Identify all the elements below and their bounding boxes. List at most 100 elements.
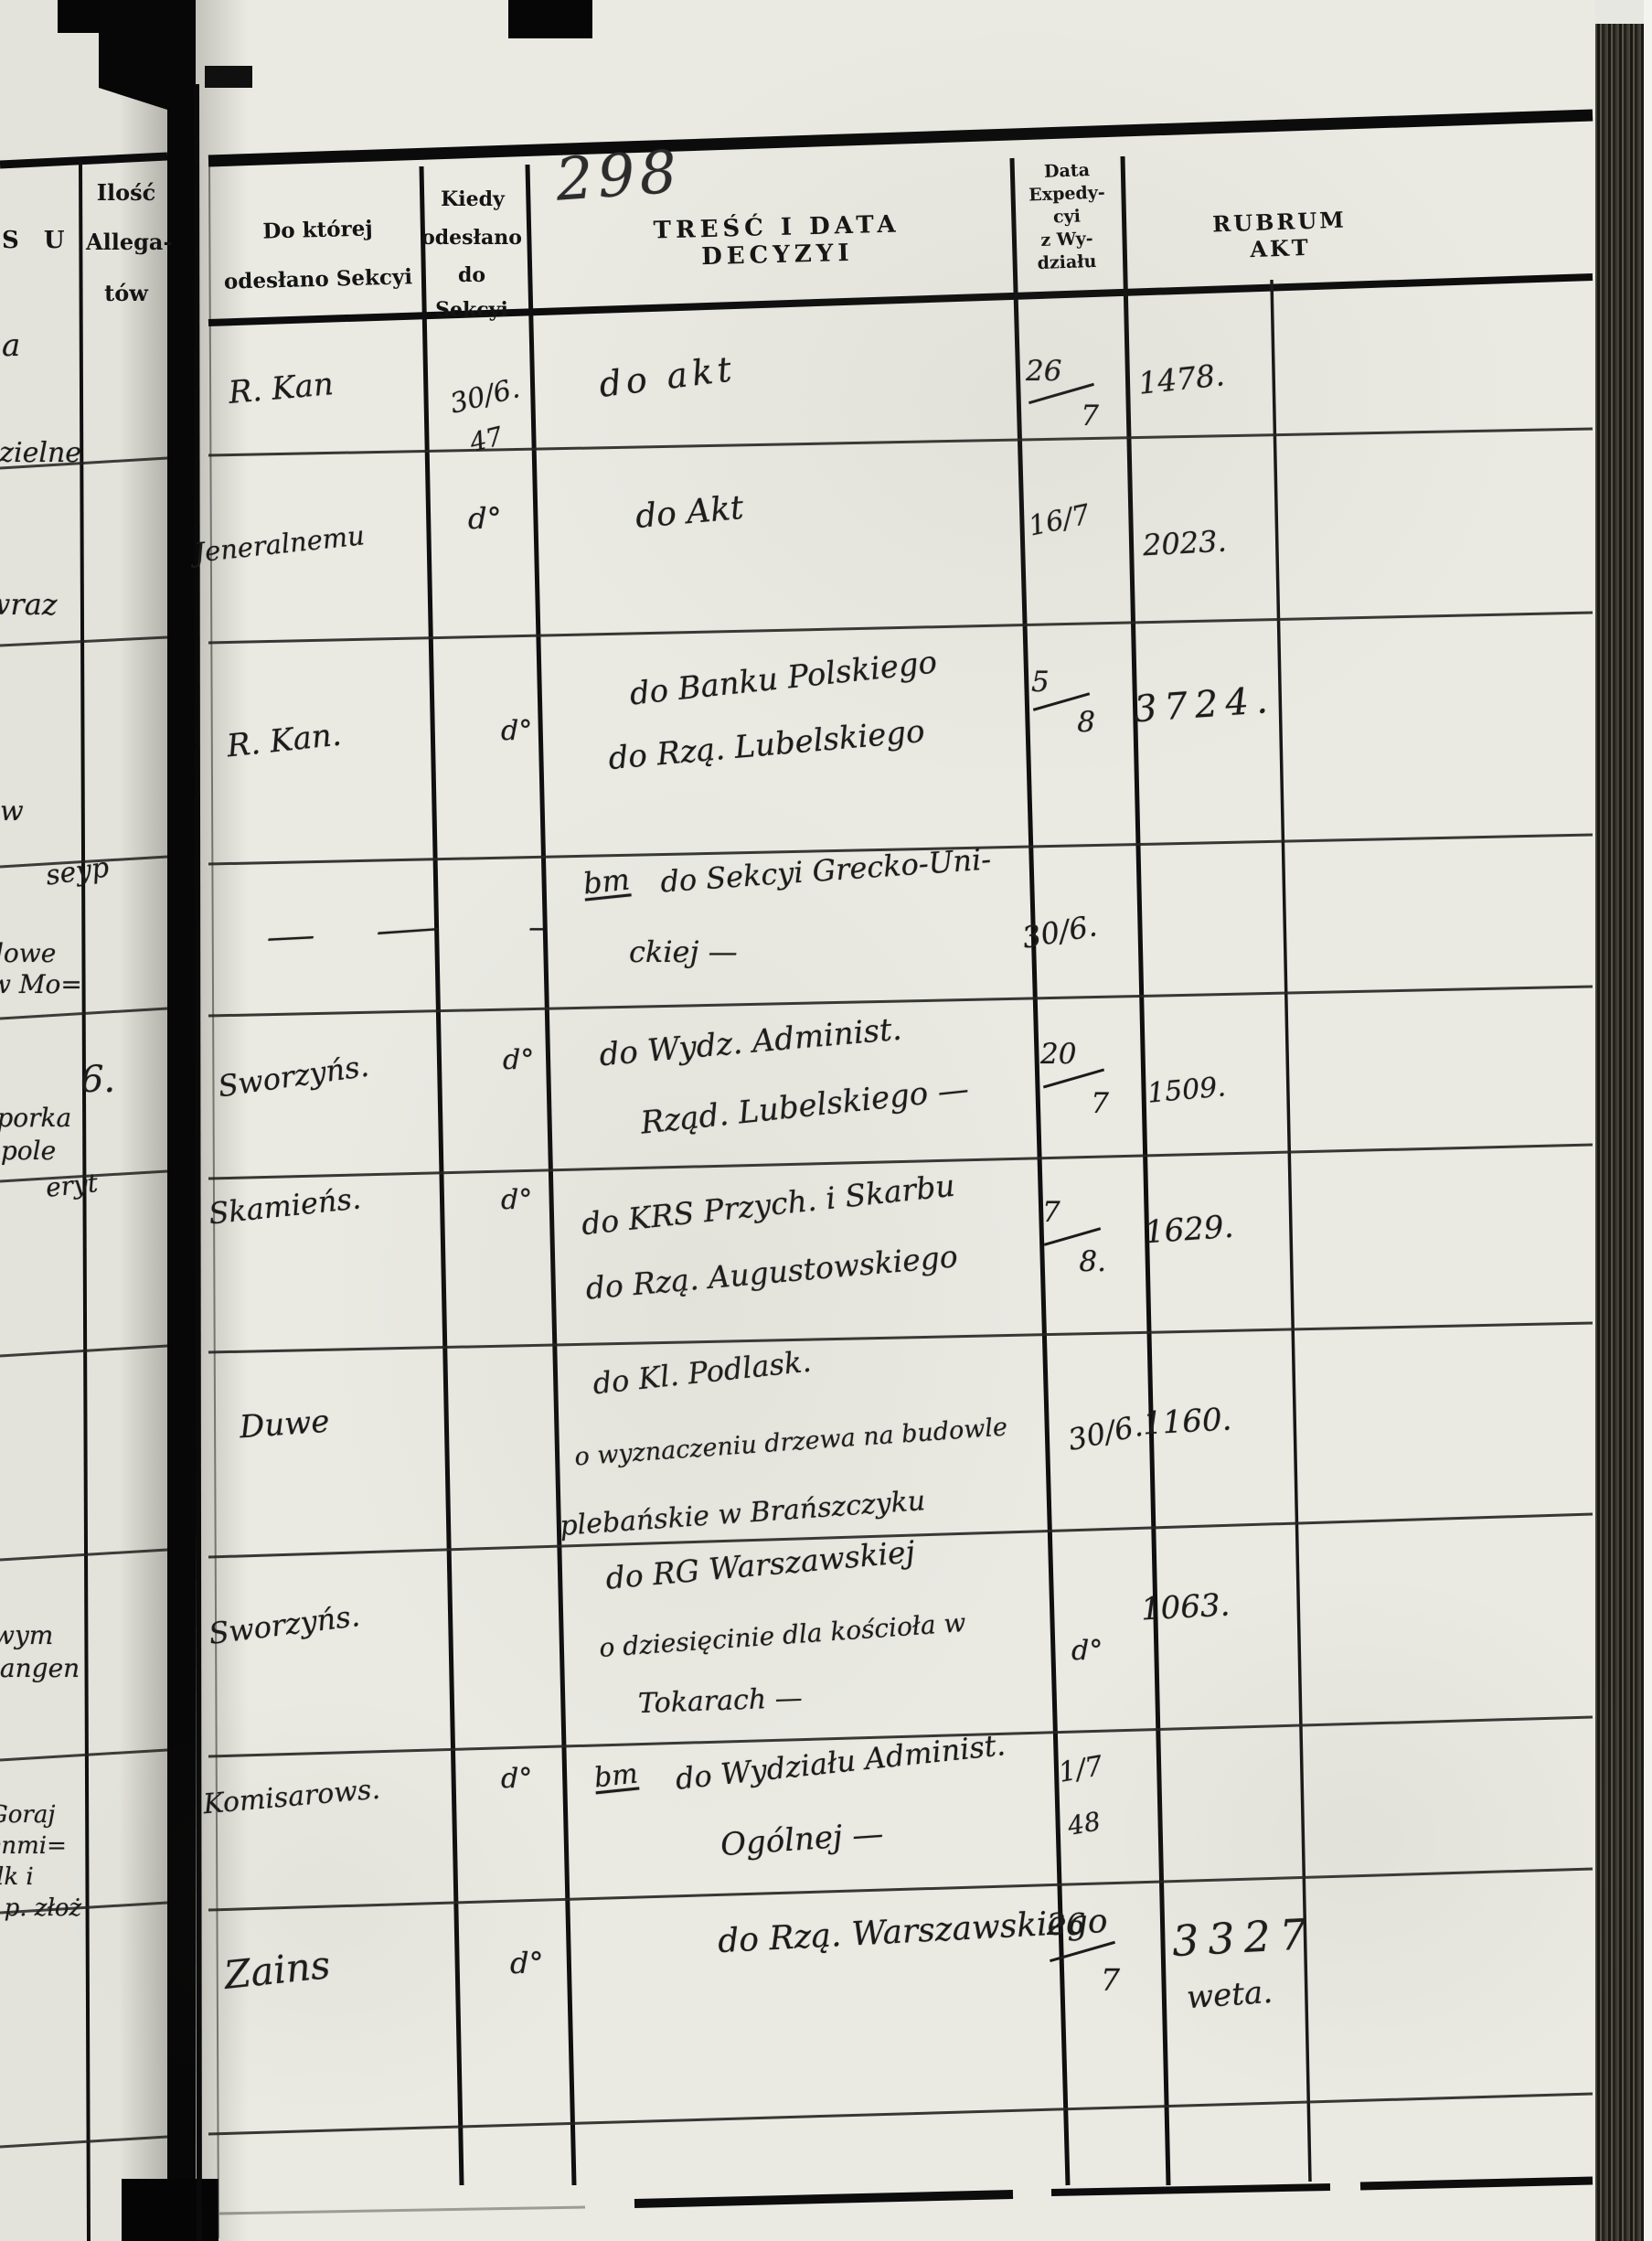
- row-4-sekcyi-dash: —: [264, 916, 317, 957]
- left-column-line: [79, 160, 91, 2241]
- row-10-rubrum-line-2: weta.: [1185, 1973, 1274, 2017]
- fraction-denominator: 7: [1091, 1087, 1109, 1120]
- left-margin-fragment: wraz: [0, 587, 58, 622]
- left-ilosc-header-line-2: Allega-: [86, 229, 173, 255]
- gutter-shadow-right: [196, 0, 249, 2241]
- row-3-data-expedycyi: 5 8: [1031, 666, 1095, 739]
- left-margin-fragment: dangen: [0, 1653, 80, 1683]
- left-margin-fragment: w Mo=: [0, 969, 82, 999]
- rubrum-inner-line: [1270, 279, 1312, 2182]
- header-kiedy-line-2: odesłano: [421, 226, 522, 250]
- row-3-kiedy-entry: d°: [501, 715, 533, 747]
- row-1-data-expedycyi: 26 7: [1026, 355, 1099, 432]
- left-margin-fragment: lk i: [0, 1863, 34, 1891]
- left-ilosc-header-line-3: tów: [104, 280, 148, 306]
- fraction-numerator: 5: [1031, 666, 1050, 699]
- header-data-line-3: cyi: [1052, 206, 1082, 228]
- left-top-border: [0, 152, 168, 169]
- left-margin-fragment: wym: [0, 1620, 54, 1650]
- row-7-rubrum-entry: 1160.: [1142, 1401, 1233, 1443]
- row-10-kiedy-entry: d°: [510, 1946, 544, 1980]
- gutter-bottom-blob: [122, 2179, 218, 2241]
- header-kiedy-line-4: Sekcyi: [435, 298, 508, 322]
- film-tab-page-corner: [205, 66, 252, 88]
- fraction-denominator: 8: [1077, 706, 1095, 739]
- header-tresc: TREŚĆ I DATA DECYZYI: [653, 210, 901, 272]
- row-5-kiedy-entry: d°: [503, 1044, 535, 1076]
- left-row-separators: [0, 456, 168, 2149]
- left-margin-fragment: enmi=: [0, 1832, 67, 1860]
- bottom-border: [218, 2176, 1593, 2215]
- fraction-numerator: 20: [1040, 1038, 1077, 1071]
- row-separators: [208, 427, 1593, 2136]
- left-col-a-header: S U: [2, 227, 73, 254]
- row-10-rubrum-entry: 3327: [1170, 1908, 1317, 1967]
- row-9-kiedy-entry: d°: [501, 1763, 533, 1795]
- header-separator: [208, 273, 1593, 326]
- left-margin-fragment: dowe: [0, 938, 57, 968]
- header-data-line-5: działu: [1037, 251, 1097, 274]
- row-4-tresc-line-2: ckiej —: [629, 934, 738, 969]
- row-4-kiedy-dash-2: –: [528, 909, 545, 946]
- fraction-denominator: 7: [1081, 400, 1099, 432]
- fraction-denominator: 7: [1101, 1962, 1120, 1998]
- left-margin-fragment: ópole: [0, 1136, 57, 1166]
- film-tab-top-left: [58, 0, 101, 33]
- row-6-kiedy-entry: d°: [501, 1184, 533, 1216]
- row-6-data-expedycyi: 7 8.: [1042, 1196, 1106, 1278]
- header-data-line-4: z Wy-: [1039, 229, 1093, 251]
- left-margin-fragment: dzielne: [0, 437, 82, 469]
- col-line-tresc-data: [1009, 157, 1071, 2186]
- header-sekcyi-line-1: Do której: [262, 216, 373, 244]
- left-margin-fragment: sporka: [0, 1103, 72, 1133]
- right-page-left-edge: [194, 83, 202, 2241]
- col-line-kiedy-tresc: [525, 164, 577, 2186]
- film-tab-top-center: [508, 0, 592, 38]
- page-gutter-bar: [99, 0, 196, 2241]
- row-6-rubrum-entry: 1629.: [1143, 1208, 1235, 1252]
- book-edge-pages: [1595, 24, 1644, 2241]
- header-data-line-1: Data: [1043, 160, 1091, 182]
- row-7-sekcyi-entry: Duwe: [238, 1403, 331, 1446]
- row-2-rubrum-entry: 2023.: [1142, 523, 1228, 563]
- fraction-bar: [1049, 1940, 1115, 1963]
- gutter-shadow-left: [119, 0, 167, 2241]
- header-data-line-2: Expedy-: [1028, 182, 1106, 206]
- left-margin-fragment: a: [2, 327, 21, 364]
- fraction-bar: [1042, 1068, 1104, 1089]
- header-kiedy-line-3: do: [457, 263, 486, 287]
- page-number-handwritten: 298: [553, 138, 684, 215]
- row-8-data-expedycyi: d°: [1071, 1635, 1103, 1667]
- table-top-border: [208, 109, 1593, 167]
- row-9-data-year: 48: [1065, 1806, 1103, 1841]
- left-ilosc-entry: eryt: [44, 1168, 100, 1203]
- fraction-bar: [1044, 1227, 1102, 1247]
- fraction-numerator: 7: [1042, 1196, 1060, 1229]
- row-4-tresc-bm-mark: bm: [581, 861, 632, 902]
- header-rubrum: RUBRUM AKT: [1211, 206, 1348, 263]
- right-page-paper: [196, 0, 1595, 2241]
- row-4-kiedy-dash: —: [373, 908, 442, 951]
- fraction-numerator: 26: [1047, 1906, 1085, 1942]
- row-8-tresc-line-3: Tokarach —: [637, 1681, 804, 1721]
- col-line-data-rubrum: [1120, 155, 1171, 2186]
- photo-right-margin: [1644, 0, 1652, 2241]
- row-2-kiedy-entry: d°: [468, 501, 502, 536]
- header-kiedy-line-1: Kiedy: [441, 187, 505, 211]
- left-ilosc-header-line-1: Ilość: [96, 179, 156, 206]
- right-page-inner-edge: [208, 162, 219, 2239]
- fraction-denominator: 8.: [1079, 1245, 1106, 1278]
- row-9-tresc-bm-mark: bm: [592, 1757, 640, 1795]
- fraction-numerator: 26: [1026, 355, 1062, 388]
- row-10-data-expedycyi: 26 7: [1047, 1906, 1120, 1998]
- left-margin-fragment: i p. złoż: [0, 1894, 82, 1922]
- left-ilosc-entry: 6.: [80, 1059, 116, 1101]
- row-8-rubrum-entry: 1063.: [1140, 1586, 1231, 1628]
- row-5-rubrum-entry: 1509.: [1146, 1071, 1228, 1110]
- left-margin-fragment: w: [0, 795, 24, 827]
- left-margin-fragment: Goraj: [0, 1801, 56, 1829]
- row-5-data-expedycyi: 20 7: [1040, 1038, 1109, 1120]
- col-line-sekcyi-kiedy: [419, 165, 464, 2186]
